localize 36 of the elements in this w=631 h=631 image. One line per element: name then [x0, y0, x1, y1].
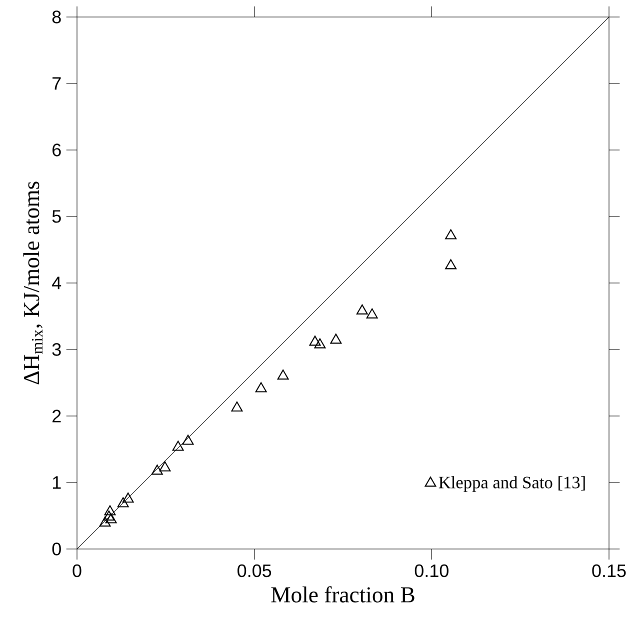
point — [99, 516, 111, 527]
y-tick-label: 3 — [52, 343, 61, 356]
y-tick-label: 2 — [52, 410, 61, 422]
y-tick-label: 7 — [52, 77, 61, 90]
point — [277, 370, 289, 380]
point — [255, 382, 267, 392]
point — [122, 492, 134, 503]
point — [104, 505, 116, 516]
point — [445, 229, 457, 240]
x-tick-label: 0 — [72, 564, 82, 578]
x-tick-label: 0.15 — [592, 564, 626, 578]
x-axis-title: Mole fraction B — [271, 586, 414, 602]
point — [103, 510, 115, 521]
point — [309, 336, 321, 346]
y-tick-label: 4 — [52, 276, 62, 290]
y-tick-label: 6 — [52, 144, 61, 156]
y-tick-label: 8 — [52, 10, 61, 24]
point — [151, 464, 163, 475]
x-tick-label: 0.05 — [238, 564, 272, 578]
point — [182, 434, 194, 445]
point — [356, 304, 368, 314]
point — [314, 338, 326, 348]
point — [159, 461, 171, 472]
point — [445, 259, 457, 270]
point — [117, 497, 129, 508]
y-tick-label: 5 — [52, 210, 61, 223]
point — [366, 308, 378, 318]
y-tick-label: 0 — [52, 542, 61, 556]
y-axis-title: ΔH$_{mix}$, KJ/mole atoms — [23, 182, 42, 384]
point — [172, 440, 184, 451]
point — [105, 513, 117, 524]
point — [231, 401, 243, 412]
point — [330, 334, 342, 344]
y-tick-label: 1 — [52, 476, 61, 489]
x-tick-label: 0.10 — [414, 564, 448, 578]
legend-label: Kleppa and Sato [13] — [438, 476, 585, 492]
